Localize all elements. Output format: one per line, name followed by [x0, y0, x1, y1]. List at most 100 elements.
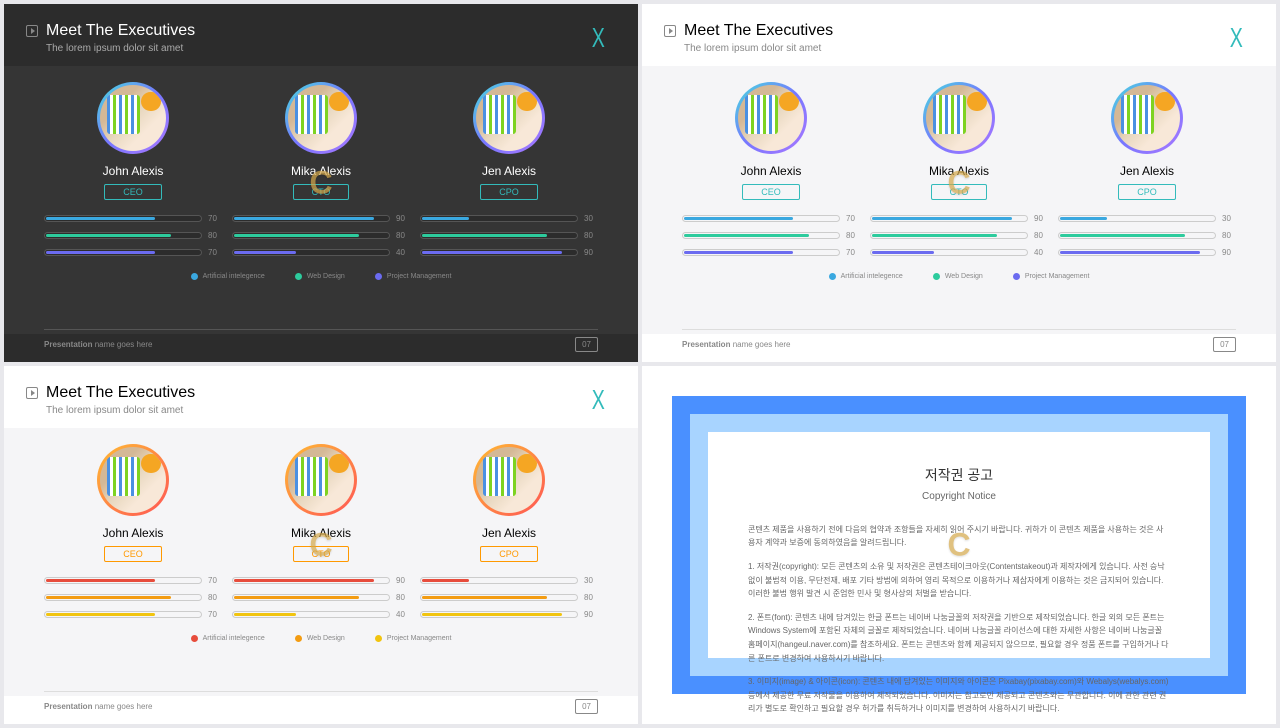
- skill-bar: 40: [232, 610, 410, 619]
- footer-text: Presentation name goes here: [44, 340, 153, 349]
- slide-subtitle: The lorem ipsum dolor sit amet: [46, 405, 616, 416]
- slide-subtitle: The lorem ipsum dolor sit amet: [684, 43, 1254, 54]
- legend-dot-icon: [933, 273, 940, 280]
- legend-item: Project Management: [1013, 273, 1090, 280]
- legend: Artificial intelegence Web Design Project …: [682, 273, 1236, 280]
- skill-bar: 70: [682, 248, 860, 257]
- exec-role: CPO: [480, 546, 538, 562]
- avatar: [285, 444, 357, 516]
- executive-card: Jen Alexis CPO 308090: [1058, 82, 1236, 265]
- avatar: [735, 82, 807, 154]
- exec-name: John Alexis: [44, 164, 222, 178]
- legend-label: Project Management: [1025, 273, 1090, 280]
- slide-title: Meet The Executives: [46, 384, 195, 402]
- exec-role: CPO: [480, 184, 538, 200]
- legend-label: Project Management: [387, 273, 452, 280]
- exec-name: John Alexis: [44, 526, 222, 540]
- skill-bar: 30: [420, 214, 598, 223]
- executives-row: John Alexis CEO 708070 Mika Alexis CTO 9…: [44, 438, 598, 627]
- exec-role: CTO: [293, 184, 350, 200]
- header: Meet The Executives The lorem ipsum dolo…: [4, 4, 638, 66]
- skill-bar: 80: [44, 231, 222, 240]
- notice-paragraph: 콘텐츠 제품을 사용하기 전에 다음의 협약과 조항들을 자세히 읽어 주시기 …: [748, 523, 1170, 550]
- exec-name: Mika Alexis: [870, 164, 1048, 178]
- legend-dot-icon: [1013, 273, 1020, 280]
- skill-bars: 308090: [1058, 214, 1236, 257]
- avatar: [97, 82, 169, 154]
- executive-card: Jen Alexis CPO 308090: [420, 82, 598, 265]
- avatar: [473, 444, 545, 516]
- skill-bars: 70 80 70: [44, 576, 222, 619]
- legend-label: Artificial intelegence: [203, 635, 265, 642]
- legend-item: Artificial intelegence: [191, 635, 265, 642]
- legend-dot-icon: [295, 635, 302, 642]
- legend-dot-icon: [375, 635, 382, 642]
- notice-title: 저작권 공고: [748, 464, 1170, 488]
- notice-paragraph: 3. 이미지(image) & 아이콘(icon): 콘텐츠 내에 담겨있는 이…: [748, 675, 1170, 716]
- skill-bars: 908040: [232, 214, 410, 257]
- page-number: 07: [575, 699, 598, 714]
- exec-name: Jen Alexis: [1058, 164, 1236, 178]
- exec-role: CTO: [293, 546, 350, 562]
- legend-item: Artificial intelegence: [829, 273, 903, 280]
- legend-dot-icon: [829, 273, 836, 280]
- slide-light-b: Meet The Executives The lorem ipsum dolo…: [4, 366, 638, 724]
- slide-subtitle: The lorem ipsum dolor sit amet: [46, 43, 616, 54]
- skill-bar: 40: [870, 248, 1048, 257]
- slide-light-a: Meet The Executives The lorem ipsum dolo…: [642, 4, 1276, 362]
- legend-dot-icon: [295, 273, 302, 280]
- executive-card: John Alexis CEO 708070: [44, 444, 222, 627]
- legend-dot-icon: [191, 635, 198, 642]
- page-number: 07: [575, 337, 598, 352]
- exec-name: Jen Alexis: [420, 526, 598, 540]
- executive-card: Jen Alexis CPO 30 80 90: [420, 444, 598, 627]
- avatar: [285, 82, 357, 154]
- skill-bar: 80: [870, 231, 1048, 240]
- legend-item: Web Design: [295, 273, 345, 280]
- exec-role: CEO: [104, 184, 162, 200]
- legend-label: Web Design: [945, 273, 983, 280]
- exec-role: CEO: [742, 184, 800, 200]
- play-icon: [664, 25, 676, 37]
- avatar: [923, 82, 995, 154]
- skill-bar: 70: [44, 248, 222, 257]
- executive-card: John Alexis CEO 708070: [44, 82, 222, 265]
- legend: Artificial intelegence Web Design Project …: [44, 273, 598, 280]
- legend-item: Project Management: [375, 635, 452, 642]
- executive-card: John Alexis CEO 708070: [682, 82, 860, 265]
- skill-bar: 90: [420, 610, 598, 619]
- skill-bar: 90: [420, 248, 598, 257]
- skill-bar: 80: [232, 593, 410, 602]
- executives-row: John Alexis CEO 708070 Mika Alexis CTO 9…: [682, 76, 1236, 265]
- skill-bars: 90 80 40: [870, 214, 1048, 257]
- skill-bar: 30: [420, 576, 598, 585]
- legend-item: Project Management: [375, 273, 452, 280]
- notice-paragraph: 1. 저작권(copyright): 모든 콘텐츠의 소유 및 저작권은 콘텐츠…: [748, 560, 1170, 601]
- legend-dot-icon: [191, 273, 198, 280]
- play-icon: [26, 387, 38, 399]
- exec-name: Mika Alexis: [232, 164, 410, 178]
- exec-role: CPO: [1118, 184, 1176, 200]
- notice-subtitle: Copyright Notice: [748, 488, 1170, 505]
- legend-label: Artificial intelegence: [203, 273, 265, 280]
- footer: Presentation name goes here 07: [44, 337, 598, 352]
- legend-label: Web Design: [307, 635, 345, 642]
- skill-bars: 308090: [420, 214, 598, 257]
- skill-bar: 70: [44, 610, 222, 619]
- skill-bar: 70: [44, 576, 222, 585]
- avatar: [97, 444, 169, 516]
- skill-bar: 90: [232, 576, 410, 585]
- footer-text: Presentation name goes here: [682, 340, 791, 349]
- skill-bars: 708070: [682, 214, 860, 257]
- x-logo-icon: X: [592, 22, 605, 54]
- skill-bar: 80: [44, 593, 222, 602]
- x-logo-icon: X: [1230, 22, 1243, 54]
- page-number: 07: [1213, 337, 1236, 352]
- skill-bar: 40: [232, 248, 410, 257]
- exec-name: Jen Alexis: [420, 164, 598, 178]
- divider: [44, 329, 598, 330]
- legend-item: Web Design: [295, 635, 345, 642]
- skill-bar: 80: [420, 593, 598, 602]
- skill-bar: 90: [870, 214, 1048, 223]
- x-logo-icon: X: [592, 384, 605, 416]
